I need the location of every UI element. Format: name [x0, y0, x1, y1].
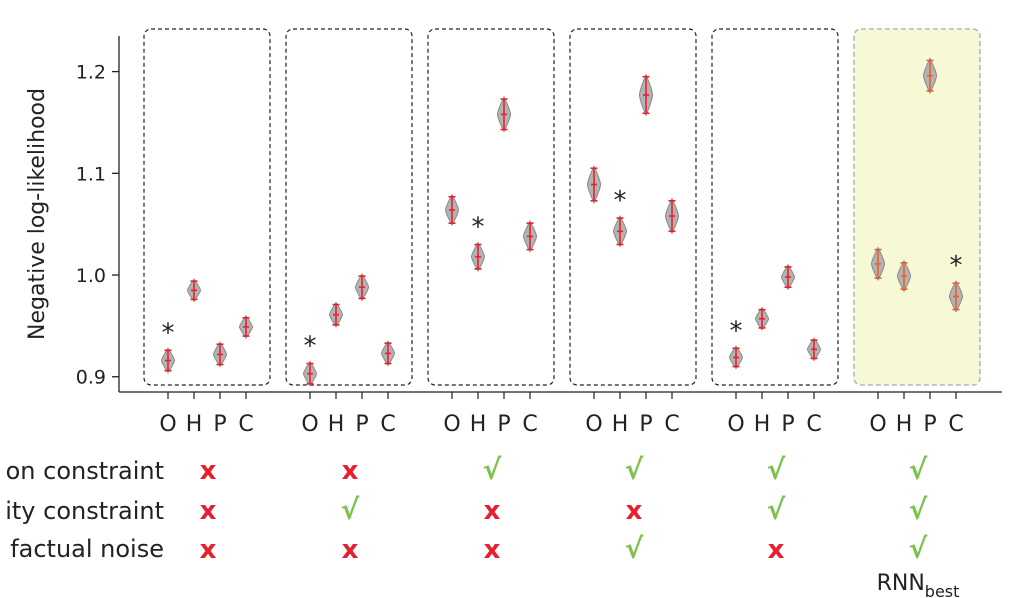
x-tick-label: P	[639, 412, 652, 437]
x-tick-label: C	[948, 412, 963, 437]
best-star: *	[304, 332, 317, 362]
group-panel	[285, 28, 413, 386]
x-tick-label: H	[896, 412, 913, 437]
group-panel	[143, 28, 271, 386]
cross-mark: x	[200, 535, 217, 565]
violin-marks: * * * * * *	[160, 57, 964, 387]
group-label-subscript: best	[925, 582, 960, 598]
best-star: *	[472, 213, 485, 243]
x-tick-label: C	[664, 412, 679, 437]
y-ticks: 0.9 1.0 1.1 1.2	[76, 62, 119, 389]
group-panel	[569, 28, 697, 386]
x-tick-label: H	[328, 412, 345, 437]
x-tick-label: O	[869, 412, 886, 437]
cross-mark: x	[768, 535, 785, 565]
x-tick-label: O	[585, 412, 602, 437]
check-mark: √	[909, 532, 928, 565]
x-tick-label: C	[380, 412, 395, 437]
row-label-2: ity constraint	[5, 497, 164, 525]
group-label: RNNbest	[877, 571, 960, 598]
best-star: *	[730, 316, 743, 346]
row-label-1: on constraint	[6, 457, 164, 485]
x-tick-label: H	[186, 412, 203, 437]
cross-mark: x	[200, 456, 217, 486]
best-star: *	[614, 186, 627, 216]
x-tick-label: O	[159, 412, 176, 437]
y-tick-label: 1.1	[76, 163, 106, 185]
best-star: *	[162, 318, 175, 348]
cross-mark: x	[626, 496, 643, 526]
constraint-row-labels: on constraint ity constraint factual noi…	[5, 457, 164, 563]
check-mark: √	[625, 532, 644, 565]
cross-mark: x	[200, 496, 217, 526]
y-tick-label: 1.0	[76, 265, 106, 287]
x-tick-label: H	[470, 412, 487, 437]
group-panel	[711, 28, 839, 386]
group-label-main: RNN	[877, 571, 925, 596]
check-mark: √	[625, 453, 644, 486]
cross-mark: x	[484, 535, 501, 565]
check-mark: √	[483, 453, 502, 486]
x-tick-label: C	[522, 412, 537, 437]
group-panel-highlight	[853, 28, 981, 386]
x-tick-label: O	[727, 412, 744, 437]
x-tick-label: P	[497, 412, 510, 437]
x-tick-label: C	[806, 412, 821, 437]
x-tick-label: H	[612, 412, 629, 437]
x-tick-label: P	[355, 412, 368, 437]
check-mark: √	[909, 493, 928, 526]
cross-mark: x	[342, 535, 359, 565]
check-mark: √	[341, 493, 360, 526]
x-tick-label: C	[238, 412, 253, 437]
check-mark: √	[909, 453, 928, 486]
best-star: *	[950, 251, 963, 281]
group-panel	[427, 28, 555, 386]
axes	[118, 36, 1002, 393]
group-panels	[143, 28, 981, 386]
check-mark: √	[767, 493, 786, 526]
cross-mark: x	[484, 496, 501, 526]
x-tick-label: P	[213, 412, 226, 437]
check-mark: √	[767, 453, 786, 486]
x-tick-label: O	[301, 412, 318, 437]
x-tick-label: H	[754, 412, 771, 437]
cross-mark: x	[342, 456, 359, 486]
x-tick-label: O	[443, 412, 460, 437]
group-labels: RNNbest	[877, 571, 960, 598]
y-axis-title: Negative log-likelihood	[25, 88, 50, 340]
y-tick-label: 1.2	[76, 62, 106, 84]
row-label-3: factual noise	[10, 535, 164, 563]
y-tick-label: 0.9	[76, 367, 106, 389]
x-tick-label: P	[923, 412, 936, 437]
x-tick-label: P	[781, 412, 794, 437]
